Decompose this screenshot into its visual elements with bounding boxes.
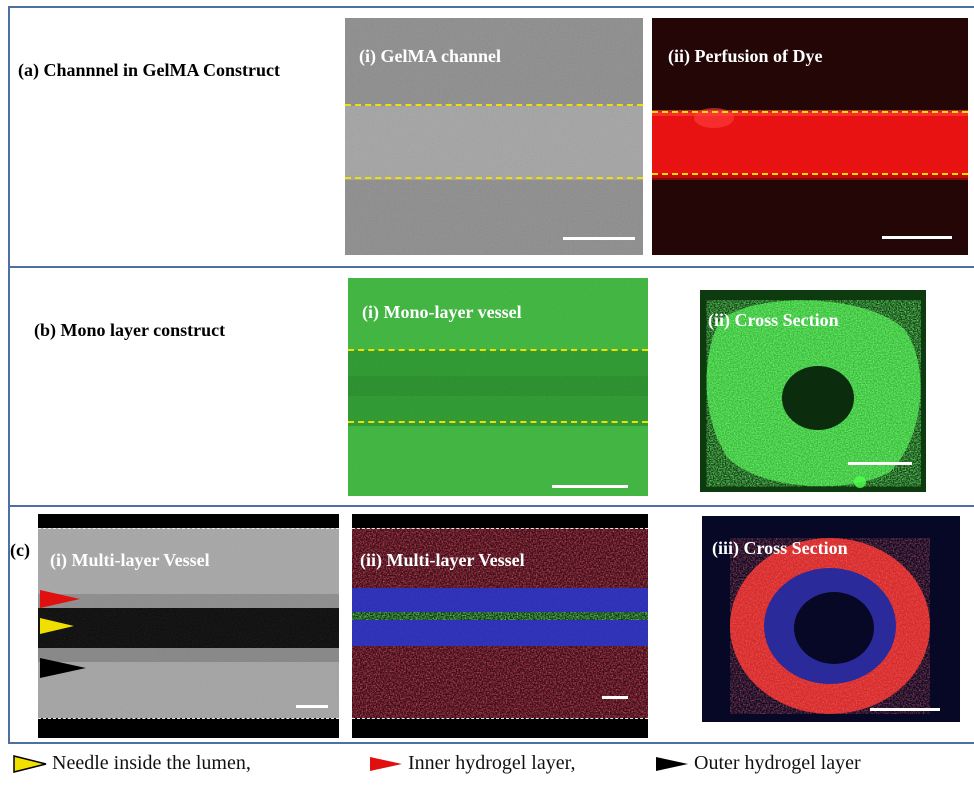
scale-bar <box>602 696 628 699</box>
row-c-label: (c) <box>10 540 30 560</box>
dye-bottom-guide <box>652 173 968 175</box>
panel-mono-layer-vessel: (i) Mono-layer vessel <box>348 278 648 496</box>
mono-layer-image <box>348 278 648 496</box>
red-arrowhead-icon <box>370 756 402 771</box>
panel-multi-layer-fluorescent: (ii) Multi-layer Vessel <box>352 514 648 738</box>
panel-b-ii-title: (ii) Cross Section <box>708 310 839 330</box>
scale-bar <box>882 236 952 239</box>
legend-inner-layer-label: Inner hydrogel layer, <box>408 752 576 774</box>
scale-bar <box>563 237 635 240</box>
yellow-arrowhead-icon <box>40 618 74 634</box>
row-divider-ab <box>8 266 974 268</box>
channel-bottom-guide <box>345 177 643 179</box>
channel-top-guide <box>345 104 643 106</box>
row-divider-bc <box>8 505 974 507</box>
bottom-boundary-guide <box>38 718 339 719</box>
multi-layer-brightfield-image <box>38 514 339 738</box>
legend-outer-layer: Outer hydrogel layer <box>654 752 861 775</box>
multi-layer-fluorescent-image <box>352 514 648 738</box>
scale-bar <box>552 485 628 488</box>
panel-a-i-title: (i) GelMA channel <box>359 46 501 66</box>
red-arrowhead-icon <box>40 590 80 608</box>
legend-outer-layer-label: Outer hydrogel layer <box>694 752 861 774</box>
panel-c-iii-title: (iii) Cross Section <box>712 538 848 558</box>
dye-top-guide <box>652 111 968 113</box>
scale-bar <box>848 462 912 465</box>
scale-bar <box>296 705 328 708</box>
panel-dye-perfusion: (ii) Perfusion of Dye <box>652 18 968 255</box>
dye-perfusion-image <box>652 18 968 255</box>
legend-needle: Needle inside the lumen, <box>12 752 251 775</box>
black-arrowhead-icon <box>40 658 86 678</box>
gelma-channel-image <box>345 18 643 255</box>
panel-c-i-title: (i) Multi-layer Vessel <box>50 550 210 570</box>
legend-needle-label: Needle inside the lumen, <box>52 752 251 774</box>
panel-mono-cross-section: (ii) Cross Section <box>700 290 926 492</box>
figure-frame <box>8 6 974 744</box>
top-boundary-guide <box>352 528 648 529</box>
row-b-label: (b) Mono layer construct <box>34 320 226 340</box>
yellow-arrowhead-icon <box>13 754 47 773</box>
panel-multi-cross-section: (iii) Cross Section <box>702 516 960 722</box>
panel-gelma-channel: (i) GelMA channel <box>345 18 643 255</box>
mono-cross-section-image <box>700 290 926 492</box>
top-boundary-guide <box>38 528 339 529</box>
legend-inner-layer: Inner hydrogel layer, <box>368 752 575 775</box>
black-arrowhead-icon <box>656 756 688 771</box>
panel-a-ii-title: (ii) Perfusion of Dye <box>668 46 823 66</box>
bottom-boundary-guide <box>352 718 648 719</box>
panel-multi-layer-brightfield: (i) Multi-layer Vessel <box>38 514 339 738</box>
panel-c-ii-title: (ii) Multi-layer Vessel <box>360 550 525 570</box>
scale-bar <box>870 708 940 711</box>
vessel-bottom-guide <box>348 421 648 423</box>
panel-b-i-title: (i) Mono-layer vessel <box>362 302 522 322</box>
vessel-top-guide <box>348 349 648 351</box>
multi-cross-section-image <box>702 516 960 722</box>
row-a-label: (a) Channnel in GelMA Construct <box>18 60 281 80</box>
